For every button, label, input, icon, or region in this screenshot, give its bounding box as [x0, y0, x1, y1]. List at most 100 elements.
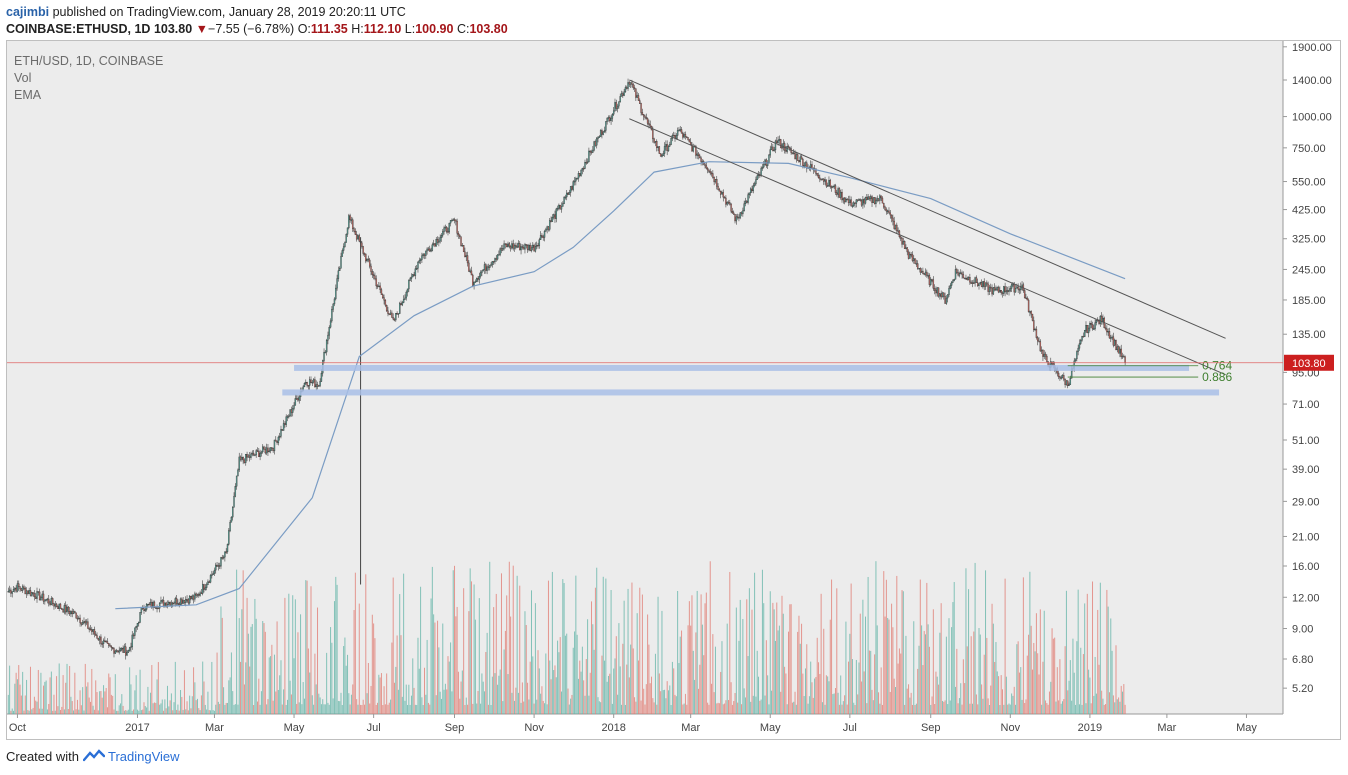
candle-body — [418, 260, 420, 263]
volume-bar — [622, 643, 624, 714]
candle-body — [652, 129, 654, 140]
candle-body — [88, 628, 90, 630]
volume-bar — [43, 685, 45, 714]
candle-body — [781, 147, 783, 149]
volume-bar — [344, 637, 346, 714]
candle-body — [65, 605, 67, 613]
candle-body — [675, 135, 678, 139]
candle-body — [1091, 324, 1094, 330]
candle-body — [590, 151, 593, 153]
candle-body — [19, 586, 21, 589]
candle-body — [782, 143, 784, 148]
volume-bar — [421, 697, 423, 714]
volume-bar — [958, 698, 960, 714]
candle-body — [350, 219, 353, 221]
volume-bar — [424, 667, 426, 714]
volume-bar — [1118, 697, 1120, 714]
candle-body — [662, 153, 664, 156]
volume-bar — [186, 701, 188, 714]
y-tick-label: 21.00 — [1292, 531, 1320, 543]
volume-bar — [815, 676, 817, 714]
volume-bar — [273, 654, 275, 714]
candle-body — [139, 612, 141, 623]
volume-bar — [705, 592, 707, 714]
volume-bar — [379, 677, 381, 714]
volume-bar — [327, 702, 329, 714]
volume-bar — [747, 656, 749, 714]
candle-body — [1034, 328, 1036, 331]
volume-bar — [671, 661, 673, 714]
volume-bar — [519, 585, 521, 714]
candle-body — [764, 159, 766, 165]
volume-bar — [537, 650, 539, 714]
tradingview-brand[interactable]: TradingView — [107, 749, 180, 764]
candle-body — [552, 214, 555, 218]
volume-bar — [1076, 641, 1078, 714]
candle-body — [962, 274, 965, 279]
volume-bar — [215, 704, 217, 714]
candle-body — [472, 274, 474, 286]
volume-bar — [1011, 693, 1013, 714]
candle-body — [727, 201, 730, 204]
volume-bar — [133, 709, 135, 714]
volume-bar — [514, 700, 516, 714]
candle-body — [730, 203, 732, 212]
candle-body — [661, 155, 663, 157]
candle-body — [404, 297, 406, 300]
volume-bar — [948, 618, 950, 714]
volume-bar — [183, 670, 185, 714]
volume-bar — [806, 644, 808, 714]
candle-body — [607, 117, 610, 119]
volume-bar — [767, 675, 769, 714]
candle-body — [162, 600, 165, 607]
candle-body — [768, 154, 770, 163]
candle-body — [599, 130, 602, 137]
candle-body — [606, 117, 608, 122]
candle-body — [665, 144, 667, 147]
volume-bar — [264, 631, 266, 714]
candle-body — [238, 456, 240, 471]
candle-body — [1094, 322, 1096, 329]
candle-body — [431, 244, 434, 251]
candle-body — [957, 272, 959, 276]
volume-bar — [969, 703, 971, 714]
candle-body — [615, 102, 617, 109]
volume-bar — [391, 642, 393, 714]
volume-bar — [442, 623, 444, 714]
candle-body — [1074, 358, 1077, 362]
volume-bar — [781, 595, 783, 714]
candle-body — [10, 589, 12, 594]
candle-body — [953, 279, 955, 281]
candle-body — [858, 199, 860, 201]
volume-bar — [317, 607, 319, 714]
volume-bar — [403, 573, 405, 714]
candle-body — [222, 556, 225, 559]
volume-bar — [79, 690, 81, 714]
author-name[interactable]: cajimbi — [6, 5, 50, 19]
volume-bar — [1071, 700, 1073, 714]
candle-body — [208, 581, 210, 583]
candle-body — [489, 265, 491, 268]
legend-title: ETH/USD, 1D, COINBASE — [14, 54, 164, 68]
volume-bar — [855, 659, 857, 714]
volume-bar — [986, 637, 988, 714]
candle-body — [916, 263, 919, 269]
volume-bar — [771, 690, 773, 714]
volume-bar — [866, 703, 868, 714]
volume-bar — [734, 693, 736, 714]
candle-body — [383, 297, 385, 301]
volume-bar — [820, 593, 822, 714]
volume-bar — [1120, 685, 1122, 714]
candle-body — [1117, 346, 1120, 354]
candle-body — [318, 385, 320, 387]
volume-bar — [363, 704, 365, 714]
candle-body — [721, 192, 723, 195]
volume-bar — [362, 699, 364, 714]
volume-bar — [262, 620, 264, 714]
volume-bar — [850, 583, 852, 714]
volume-bar — [489, 561, 491, 714]
volume-bar — [300, 614, 302, 714]
candle-body — [967, 277, 970, 280]
candle-body — [611, 114, 614, 119]
